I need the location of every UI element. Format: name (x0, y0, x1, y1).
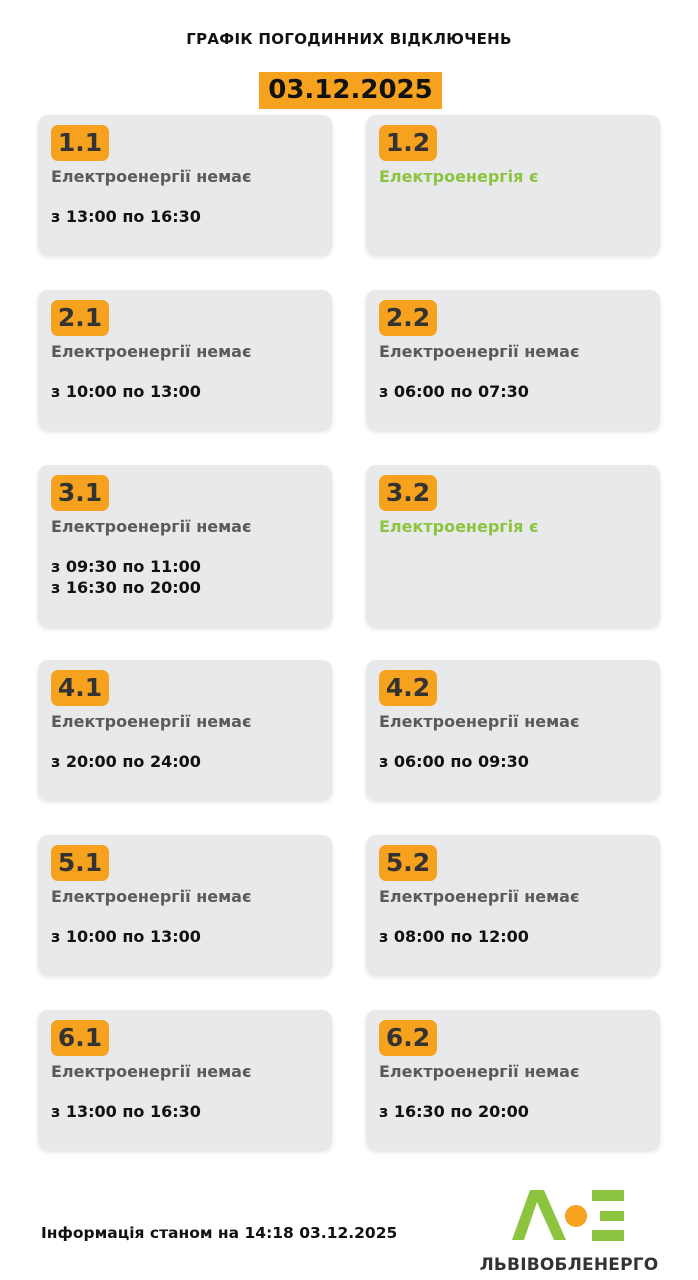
outage-time-range: з 13:00 по 16:30 (51, 1102, 201, 1121)
group-badge: 1.1 (51, 125, 109, 161)
company-logo: ЛЬВІВОБЛЕНЕРГО (476, 1186, 666, 1280)
group-badge: 2.2 (379, 300, 437, 336)
outage-time-range: з 09:30 по 11:00 (51, 557, 201, 576)
outage-times: з 10:00 по 13:00 (51, 926, 201, 947)
group-card-1-1: 1.1 Електроенергії немає з 13:00 по 16:30 (38, 115, 332, 255)
outage-times: з 13:00 по 16:30 (51, 206, 201, 227)
outage-time-range: з 10:00 по 13:00 (51, 927, 201, 946)
outage-times: з 06:00 по 09:30 (379, 751, 529, 772)
group-badge: 4.2 (379, 670, 437, 706)
power-status: Електроенергії немає (379, 342, 580, 361)
group-card-2-2: 2.2 Електроенергії немає з 06:00 по 07:30 (366, 290, 660, 430)
logo-text: ЛЬВІВОБЛЕНЕРГО (479, 1255, 659, 1275)
outage-time-range: з 20:00 по 24:00 (51, 752, 201, 771)
group-badge: 6.1 (51, 1020, 109, 1056)
outage-times: з 09:30 по 11:00 з 16:30 по 20:00 (51, 556, 201, 598)
outage-time-range: з 08:00 по 12:00 (379, 927, 529, 946)
group-card-6-2: 6.2 Електроенергії немає з 16:30 по 20:00 (366, 1010, 660, 1150)
power-status: Електроенергія є (379, 167, 539, 186)
outage-time-range: з 13:00 по 16:30 (51, 207, 201, 226)
outage-times: з 16:30 по 20:00 (379, 1101, 529, 1122)
power-status: Електроенергії немає (379, 712, 580, 731)
outage-time-range: з 16:30 по 20:00 (379, 1102, 529, 1121)
group-card-3-2: 3.2 Електроенергія є (366, 465, 660, 627)
group-card-2-1: 2.1 Електроенергії немає з 10:00 по 13:00 (38, 290, 332, 430)
group-badge: 4.1 (51, 670, 109, 706)
power-status: Електроенергії немає (51, 1062, 252, 1081)
group-card-4-1: 4.1 Електроенергії немає з 20:00 по 24:00 (38, 660, 332, 800)
group-badge: 5.2 (379, 845, 437, 881)
group-card-6-1: 6.1 Електроенергії немає з 13:00 по 16:30 (38, 1010, 332, 1150)
power-status: Електроенергії немає (379, 1062, 580, 1081)
outage-times: з 20:00 по 24:00 (51, 751, 201, 772)
group-badge: 5.1 (51, 845, 109, 881)
group-card-5-1: 5.1 Електроенергії немає з 10:00 по 13:00 (38, 835, 332, 975)
outage-time-range: з 16:30 по 20:00 (51, 578, 201, 597)
outage-time-range: з 06:00 по 07:30 (379, 382, 529, 401)
group-badge: 2.1 (51, 300, 109, 336)
group-card-1-2: 1.2 Електроенергія є (366, 115, 660, 255)
power-status: Електроенергії немає (51, 887, 252, 906)
power-status: Електроенергії немає (51, 517, 252, 536)
outage-times: з 08:00 по 12:00 (379, 926, 529, 947)
outage-time-range: з 06:00 по 09:30 (379, 752, 529, 771)
group-badge: 3.1 (51, 475, 109, 511)
power-status: Електроенергії немає (51, 342, 252, 361)
power-status: Електроенергії немає (51, 167, 252, 186)
page-title: ГРАФІК ПОГОДИННИХ ВІДКЛЮЧЕНЬ (186, 30, 512, 48)
info-timestamp: Інформація станом на 14:18 03.12.2025 (41, 1224, 398, 1242)
outage-time-range: з 10:00 по 13:00 (51, 382, 201, 401)
group-badge: 3.2 (379, 475, 437, 511)
group-card-4-2: 4.2 Електроенергії немає з 06:00 по 09:30 (366, 660, 660, 800)
outage-times: з 13:00 по 16:30 (51, 1101, 201, 1122)
power-status: Електроенергії немає (51, 712, 252, 731)
schedule-date: 03.12.2025 (259, 72, 442, 109)
group-badge: 6.2 (379, 1020, 437, 1056)
power-status: Електроенергія є (379, 517, 539, 536)
group-badge: 1.2 (379, 125, 437, 161)
loe-logo-icon (512, 1190, 624, 1241)
outage-times: з 10:00 по 13:00 (51, 381, 201, 402)
outage-times: з 06:00 по 07:30 (379, 381, 529, 402)
power-status: Електроенергії немає (379, 887, 580, 906)
group-card-5-2: 5.2 Електроенергії немає з 08:00 по 12:00 (366, 835, 660, 975)
group-card-3-1: 3.1 Електроенергії немає з 09:30 по 11:00 з… (38, 465, 332, 627)
